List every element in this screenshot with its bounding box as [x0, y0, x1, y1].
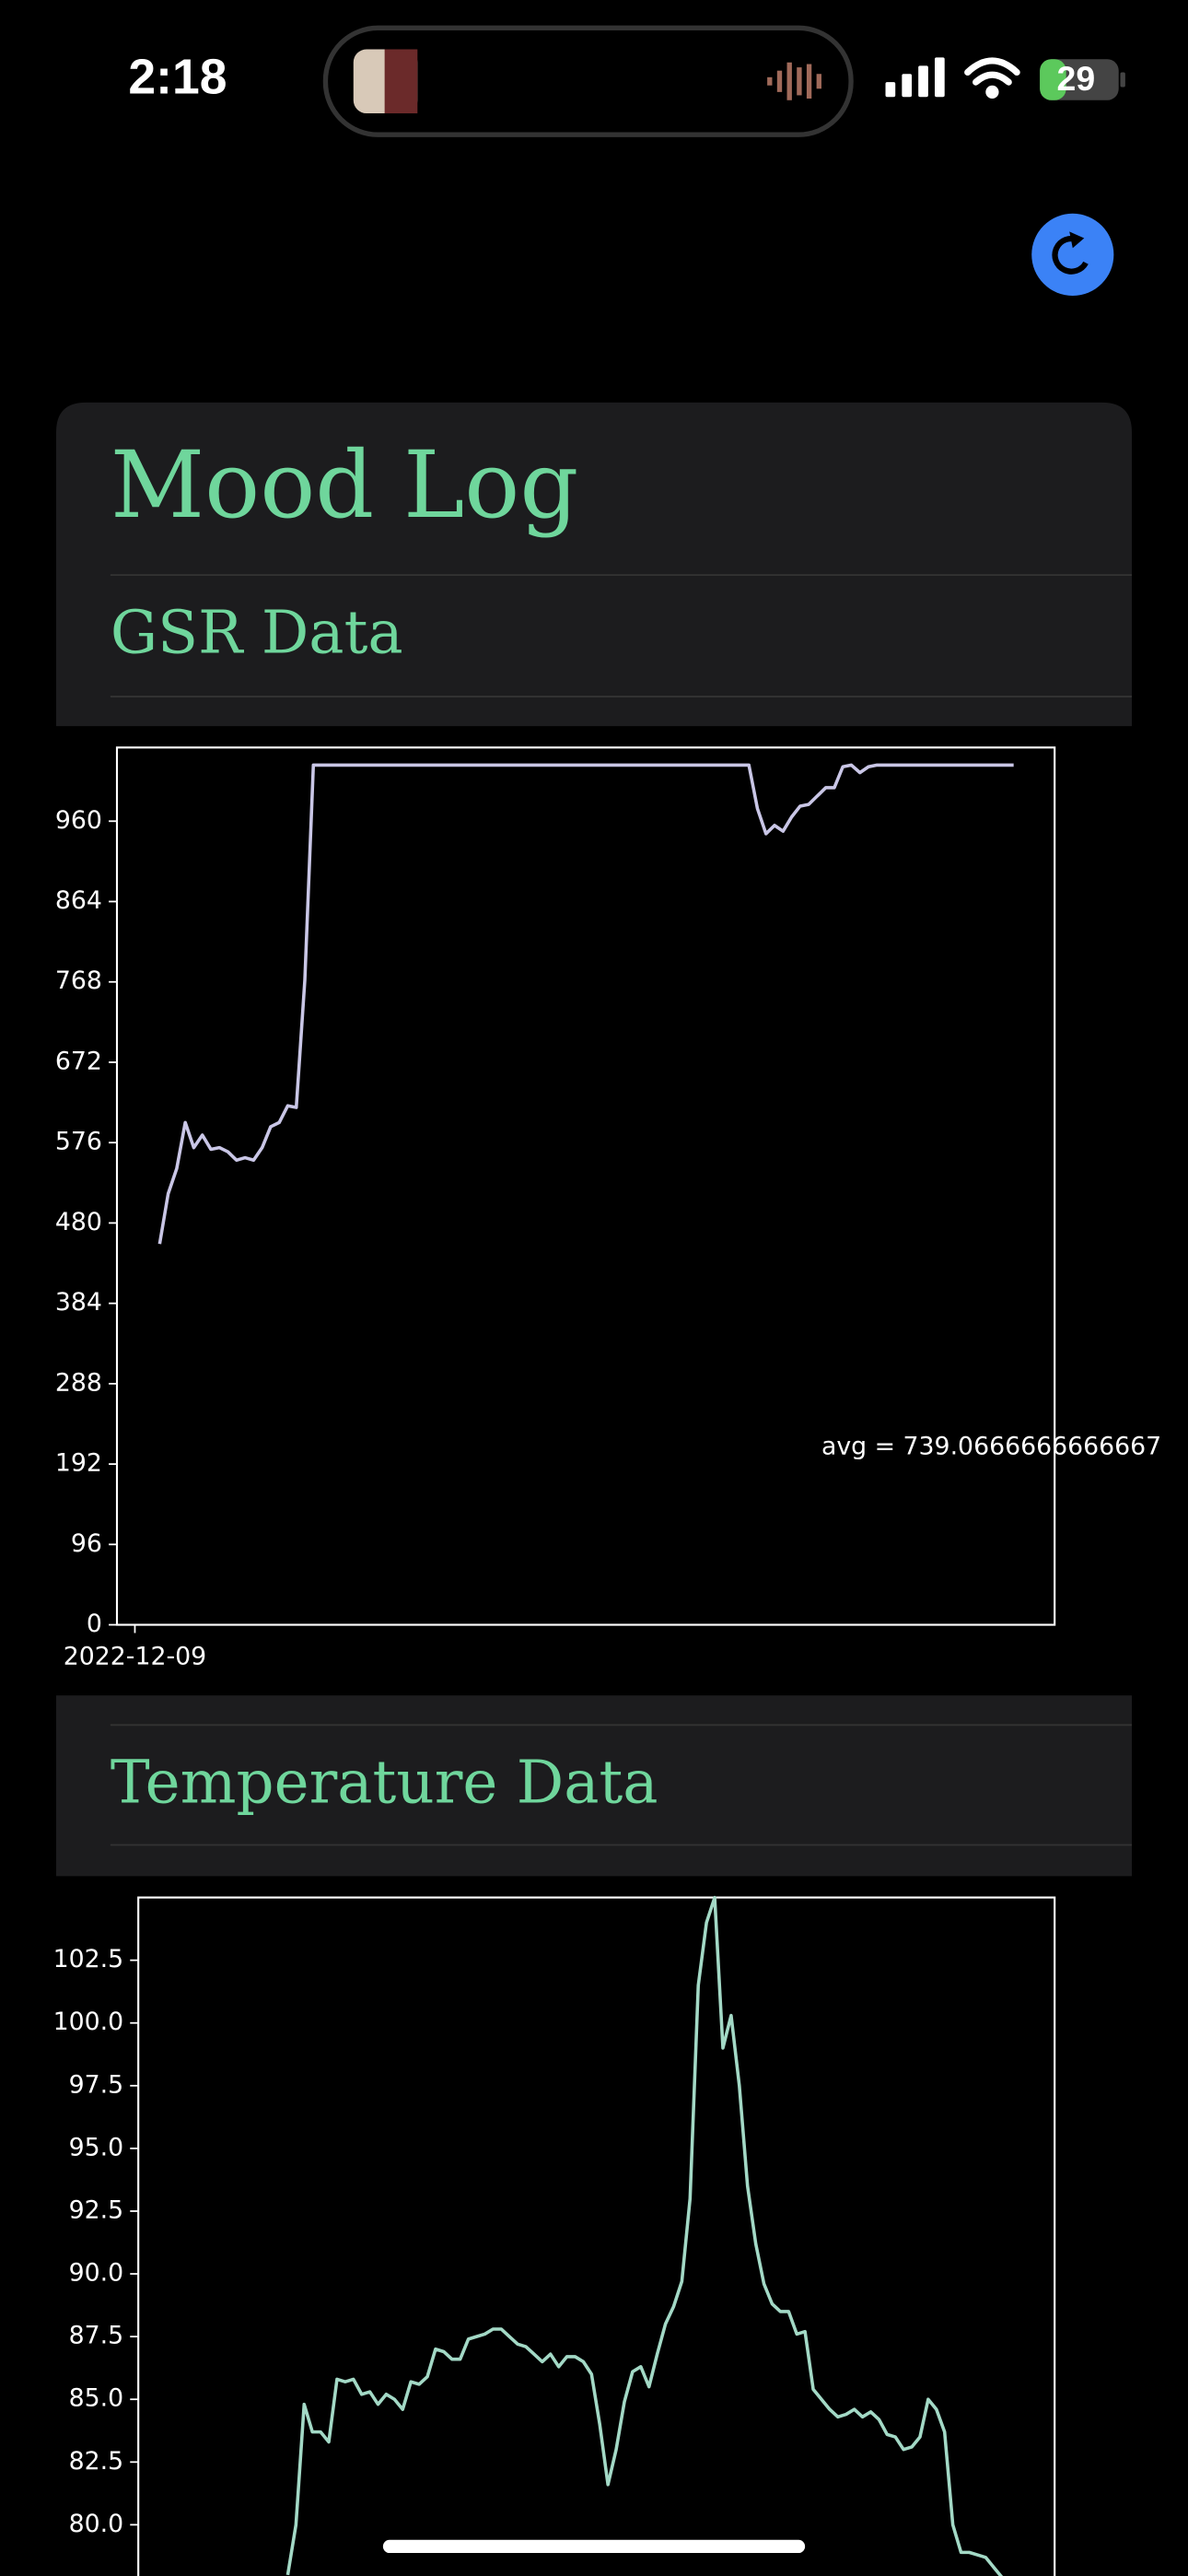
- waveform: [767, 62, 821, 100]
- y-tick-label: 102.5: [53, 1945, 124, 1973]
- y-tick-label: 82.5: [69, 2447, 124, 2476]
- y-tick-label: 960: [55, 806, 102, 835]
- page-title: Mood Log: [111, 431, 578, 539]
- y-tick-label: 96: [71, 1529, 102, 1558]
- refresh-button[interactable]: [1031, 213, 1114, 296]
- clock: 2:18: [128, 51, 227, 105]
- y-tick-label: 100.0: [53, 2008, 124, 2036]
- section-title: GSR Data: [111, 598, 403, 667]
- data-line: [285, 1895, 1004, 2576]
- y-tick-label: 87.5: [69, 2322, 124, 2350]
- wifi: [964, 57, 1020, 99]
- signal: [885, 57, 945, 98]
- y-tick-label: 80.0: [69, 2510, 124, 2538]
- refresh-icon: [1052, 235, 1089, 275]
- annotation: avg = 739.0666666666667: [821, 1432, 1161, 1460]
- battery-percent: 29: [1057, 59, 1096, 98]
- y-tick-label: 384: [55, 1288, 102, 1317]
- y-tick-label: 768: [55, 966, 102, 995]
- y-tick-label: 0: [87, 1610, 102, 1638]
- dynamic-island[interactable]: [322, 25, 854, 137]
- y-tick-label: 92.5: [69, 2195, 124, 2224]
- header-card: [56, 402, 1132, 727]
- y-tick-label: 85.0: [69, 2384, 124, 2413]
- y-tick-label: 95.0: [69, 2133, 124, 2161]
- battery-tip: [1120, 72, 1125, 88]
- y-tick-label: 480: [55, 1208, 102, 1236]
- y-tick-label: 90.0: [69, 2259, 124, 2288]
- y-tick-label: 864: [55, 886, 102, 915]
- y-tick-label: 576: [55, 1128, 102, 1156]
- data-line: [157, 763, 1014, 1245]
- y-tick-label: 672: [55, 1047, 102, 1075]
- plot-frame: [137, 1896, 1056, 2576]
- x-tick-label: 2022-12-09: [64, 1643, 206, 1671]
- charts: 0 96 192 288 384 480 576 672 768 864 960 2022-12-09…: [53, 746, 1161, 2576]
- refresh-arrow: [1069, 231, 1085, 249]
- y-tick-label: 192: [55, 1449, 102, 1478]
- battery-level: [1040, 59, 1066, 100]
- plot-frame: [115, 746, 1056, 1626]
- y-tick-label: 97.5: [69, 2070, 124, 2099]
- home-indicator: [382, 2539, 806, 2554]
- section-title: Temperature Data: [111, 1749, 658, 1818]
- y-tick-label: 288: [55, 1368, 102, 1397]
- album-art-portrait: [384, 49, 418, 114]
